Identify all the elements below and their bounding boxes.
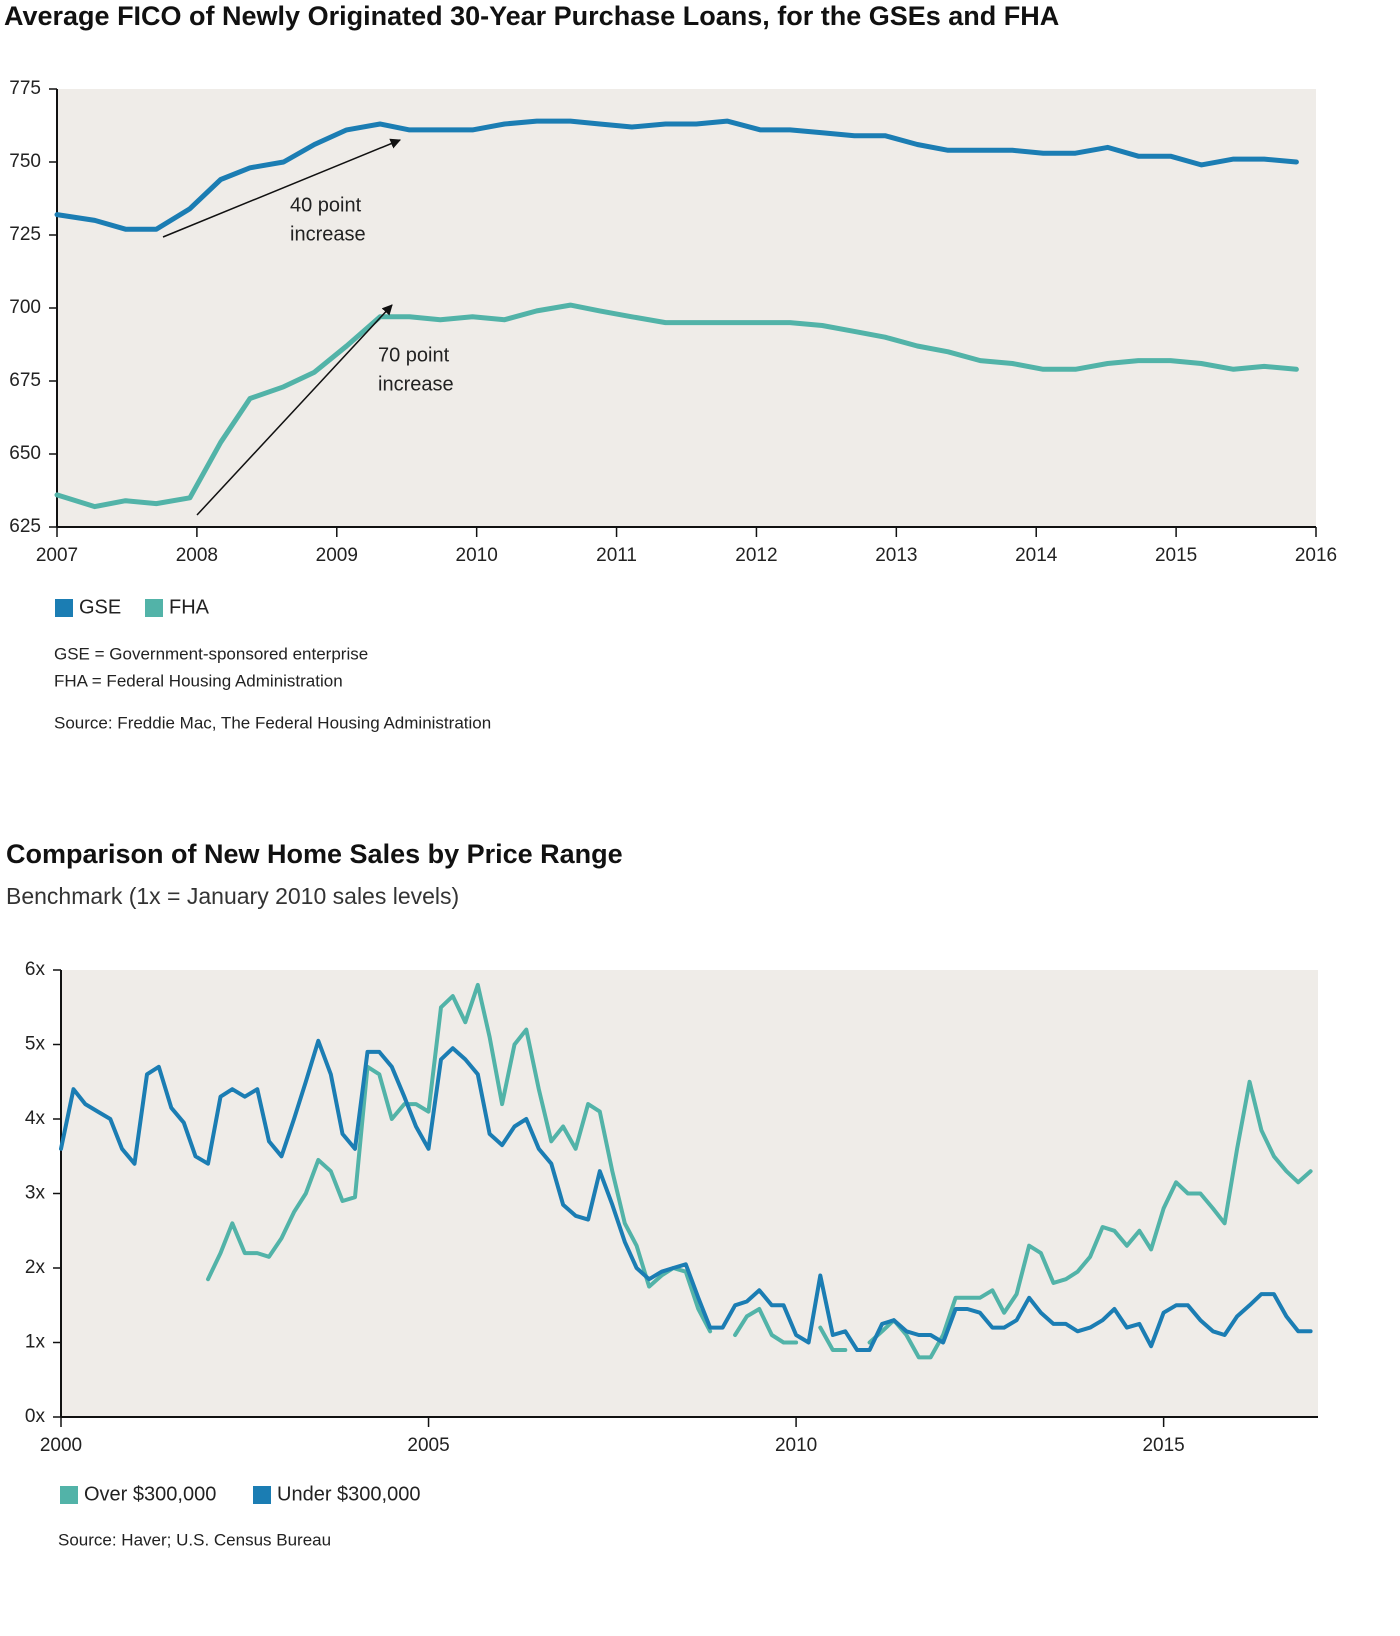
note: FHA = Federal Housing Administration [54, 671, 343, 690]
y-tick-label: 0x [25, 1406, 46, 1427]
x-tick-label: 2000 [40, 1435, 82, 1456]
x-tick-label: 2015 [1142, 1435, 1184, 1456]
y-tick-label: 625 [9, 516, 41, 537]
annotation: increase [290, 223, 366, 245]
source: Source: Haver; U.S. Census Bureau [58, 1530, 331, 1549]
legend-label: FHA [169, 596, 210, 618]
x-tick-label: 2015 [1155, 545, 1197, 566]
annotation: 40 point [290, 194, 362, 216]
legend-swatch [60, 1486, 78, 1504]
x-tick-label: 2010 [775, 1435, 817, 1456]
source: Source: Freddie Mac, The Federal Housing… [54, 713, 491, 732]
plot-area [61, 970, 1318, 1417]
y-tick-label: 675 [9, 370, 41, 391]
y-tick-label: 2x [25, 1257, 46, 1278]
legend-label: GSE [79, 596, 121, 618]
y-tick-label: 700 [9, 297, 41, 318]
annotation-arrow [162, 138, 401, 238]
plot-area [57, 89, 1316, 527]
x-tick-label: 2009 [316, 545, 358, 566]
x-tick-label: 2014 [1015, 545, 1058, 566]
x-tick-label: 2012 [735, 545, 777, 566]
x-tick-label: 2007 [36, 545, 78, 566]
y-tick-label: 750 [9, 151, 41, 172]
y-tick-label: 5x [25, 1034, 46, 1055]
y-tick-label: 775 [9, 78, 41, 99]
y-tick-label: 6x [25, 959, 46, 980]
series-line [54, 302, 1299, 510]
annotation-arrow [196, 304, 393, 516]
chart-title: Average FICO of Newly Originated 30-Year… [4, 1, 1059, 31]
series-line [59, 1038, 1313, 1352]
chart-subtitle: Benchmark (1x = January 2010 sales level… [6, 883, 459, 909]
legend-label: Over $300,000 [84, 1483, 216, 1505]
x-tick-label: 2013 [875, 545, 917, 566]
chart-title: Comparison of New Home Sales by Price Ra… [6, 839, 623, 869]
y-tick-label: 1x [25, 1332, 46, 1353]
legend-swatch [55, 599, 73, 617]
legend-swatch [145, 599, 163, 617]
series-line [54, 118, 1299, 232]
series-line [206, 982, 1313, 1360]
annotation: increase [378, 373, 454, 395]
x-tick-label: 2011 [596, 545, 637, 566]
y-tick-label: 4x [25, 1108, 46, 1129]
y-tick-label: 3x [25, 1183, 46, 1204]
y-tick-label: 650 [9, 443, 41, 464]
x-tick-label: 2008 [176, 545, 218, 566]
legend-label: Under $300,000 [277, 1483, 420, 1505]
x-tick-label: 2005 [407, 1435, 449, 1456]
x-tick-label: 2010 [456, 545, 498, 566]
annotation: 70 point [378, 344, 450, 366]
note: GSE = Government-sponsored enterprise [54, 644, 368, 663]
x-tick-label: 2016 [1295, 545, 1337, 566]
legend-swatch [253, 1486, 271, 1504]
y-tick-label: 725 [9, 224, 41, 245]
